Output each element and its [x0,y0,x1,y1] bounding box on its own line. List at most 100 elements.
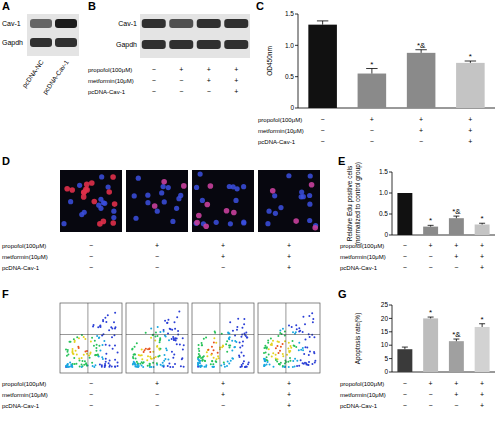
bar [407,53,436,108]
gate [258,334,320,335]
event [172,336,174,338]
event [288,350,290,352]
nucleus [307,193,312,198]
event [242,341,244,343]
gate [219,303,220,373]
event [152,334,154,336]
edu-nucleus [69,187,75,193]
event [295,346,297,348]
event [231,357,233,359]
y-tick [389,358,392,359]
nucleus [228,221,233,226]
event [201,360,203,362]
event [107,314,109,316]
event [201,359,203,361]
condition-sign: + [468,127,472,134]
event [279,364,281,366]
error-bar [415,50,426,53]
nucleus [266,209,271,214]
event [154,339,156,341]
event [105,321,107,323]
event [298,349,300,351]
nucleus [241,184,246,189]
event [200,357,202,359]
event [159,331,161,333]
flow-plot [258,303,320,373]
event [294,358,296,360]
condition-sign: − [429,402,433,409]
event [166,322,168,324]
nucleus [307,202,312,207]
nucleus [198,171,203,176]
event [146,359,148,361]
event [290,347,292,349]
event [296,365,298,367]
event [295,324,297,326]
condition-sign: − [429,253,433,260]
event [114,312,116,314]
error-stem [322,21,323,25]
y-tick-label: 1.5 [379,168,388,175]
event [89,353,91,355]
error-cap [317,20,328,21]
y-tick [389,214,392,215]
event [162,362,164,364]
event [94,364,96,366]
condition-label: propofol(100μM) [340,381,384,387]
y-tick-label: 15 [381,328,389,335]
event [248,362,250,364]
event [135,357,137,359]
plot-area [397,193,489,235]
event [109,345,111,347]
edu-nucleus [203,224,209,230]
event [157,326,159,328]
nucleus [77,183,82,188]
event [67,363,69,365]
event [69,361,71,363]
event [292,366,294,368]
event [292,340,294,342]
event [171,351,173,353]
condition-sign: + [287,380,291,387]
event [199,354,201,356]
nucleus [136,176,141,181]
condition-sign: + [454,253,458,260]
event [204,360,206,362]
event [312,321,314,323]
panel-label: F [2,288,9,300]
condition-sign: + [234,88,238,95]
condition-sign: + [207,66,211,73]
event [177,330,179,332]
event [232,330,234,332]
event [95,354,97,356]
condition-sign: − [152,66,156,73]
event [91,337,93,339]
event [205,336,207,338]
event [172,366,174,368]
event [139,363,141,365]
y-tick [389,331,392,332]
edu-nucleus [83,187,89,193]
y-tick [389,318,392,319]
event [149,351,151,353]
event [203,355,205,357]
event [313,351,315,353]
condition-sign: + [454,380,458,387]
event [234,335,236,337]
nucleus [159,190,164,195]
edu-nucleus [89,180,95,186]
condition-label: pcDNA-Cav-1 [258,139,296,145]
y-axis [392,172,393,235]
nucleus [299,189,304,194]
event [284,366,286,368]
error-cap [402,347,408,348]
event [294,345,296,347]
bar [358,74,387,108]
event [66,365,68,367]
event [277,335,279,337]
panel-label: G [338,288,347,300]
event [266,347,268,349]
edu-nucleus [97,221,103,227]
y-tick-label: 1.5 [285,10,294,17]
event [108,362,110,364]
